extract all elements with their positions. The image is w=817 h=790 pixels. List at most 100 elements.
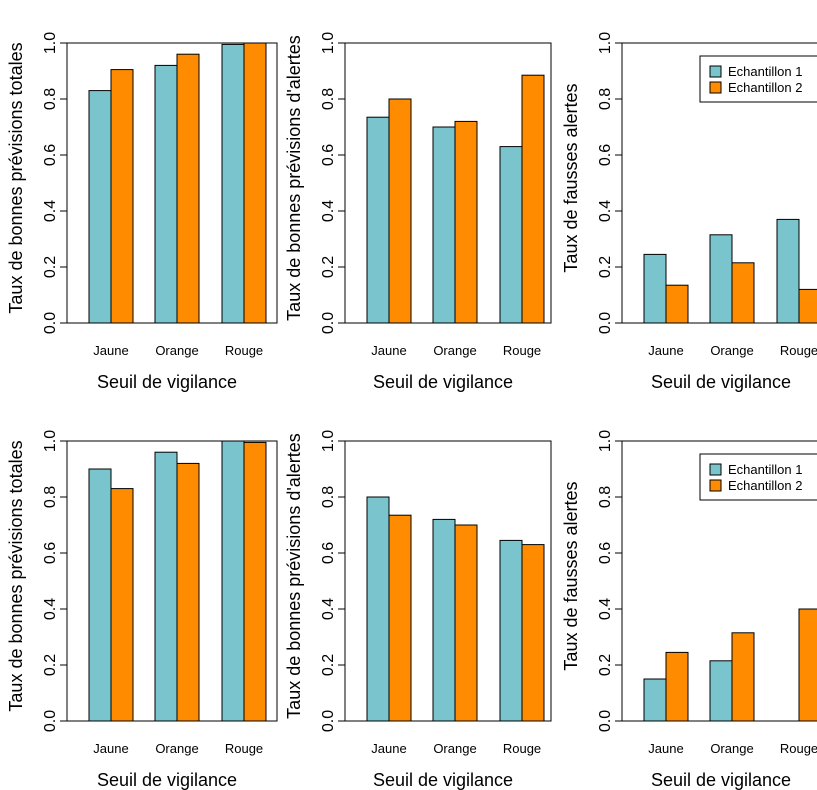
y-tick-label: 1.0 [597,32,614,54]
bar-jaune-series-2 [665,651,689,722]
x-tick-label: Rouge [503,741,541,756]
legend-swatch-2 [709,479,722,492]
y-tick-label: 0.8 [320,88,337,110]
x-tick-label: Jaune [93,741,128,756]
bar-rouge-series-1 [221,440,245,722]
plot-frame [344,440,552,722]
y-tick-label: 0.4 [597,598,614,620]
x-tick-label: Orange [710,343,753,358]
bar-orange-series-2 [731,262,755,324]
legend-swatch-1 [709,463,722,476]
y-tick-label: 0.4 [42,598,59,620]
bar-rouge-series-2 [521,544,545,722]
x-tick-label: Jaune [648,343,683,358]
bar-orange-series-1 [432,126,456,324]
legend-swatch-2 [709,81,722,94]
bar-orange-series-1 [432,518,456,722]
x-tick-label: Rouge [780,741,817,756]
y-tick-label: 1.0 [320,32,337,54]
bar-jaune-series-1 [643,253,667,324]
x-tick-label: Orange [155,741,198,756]
bar-jaune-series-2 [388,98,412,324]
y-tick-label: 0.6 [42,542,59,564]
bar-rouge-series-2 [243,42,267,324]
y-tick-label: 0.0 [597,710,614,732]
x-tick-label: Jaune [371,741,406,756]
y-tick-label: 0.2 [320,654,337,676]
y-tick-label: 1.0 [42,430,59,452]
bar-jaune-series-2 [665,284,689,324]
chart-panel-3: Jaune Orange Rouge 0.0 0.2 0.4 0.6 0.8 1.0 Seuil … [561,32,817,392]
x-tick-label: Jaune [371,343,406,358]
bar-rouge-series-1 [221,43,245,324]
y-tick-label: 0.4 [597,200,614,222]
bar-rouge-series-1 [499,146,523,324]
chart-panel-5: Jaune Orange Rouge 0.0 0.2 0.4 0.6 0.8 1.0 Seuil … [284,430,552,790]
y-tick-label: 0.6 [597,542,614,564]
bar-rouge-series-2 [243,441,267,722]
y-tick-label: 1.0 [320,430,337,452]
y-tick-label: 0.2 [597,654,614,676]
bar-jaune-series-1 [88,90,112,324]
bar-jaune-series-1 [88,468,112,722]
x-tick-label: Rouge [225,343,263,358]
y-tick-label: 0.4 [320,598,337,620]
y-tick-label: 0.6 [42,144,59,166]
x-tick-label: Orange [433,343,476,358]
y-tick-label: 0.8 [42,486,59,508]
y-tick-label: 0.8 [42,88,59,110]
y-tick-label: 0.4 [320,200,337,222]
x-tick-label: Orange [155,343,198,358]
y-tick-label: 0.2 [597,256,614,278]
x-tick-label: Orange [433,741,476,756]
y-tick-label: 0.0 [42,710,59,732]
plot-frame [66,440,278,722]
bar-orange-series-2 [454,524,478,722]
x-axis-title: Seuil de vigilance [373,372,513,392]
bar-orange-series-1 [154,64,178,324]
plot-frame [344,42,552,324]
y-tick-label: 0.0 [320,710,337,732]
y-tick-label: 0.0 [42,312,59,334]
x-tick-label: Rouge [780,343,817,358]
plot-frame [621,440,817,722]
bar-orange-series-2 [176,53,200,324]
y-tick-label: 1.0 [597,430,614,452]
x-tick-label: Jaune [648,741,683,756]
y-tick-label: 0.6 [320,144,337,166]
bar-rouge-series-2 [798,288,817,324]
legend-label-1: Echantillon 1 [728,64,802,79]
bar-jaune-series-2 [388,514,412,722]
x-tick-label: Jaune [93,343,128,358]
y-axis-title: Taux de bonnes prévisions totales [6,42,26,313]
y-tick-label: 0.8 [597,88,614,110]
plot-frame [621,42,817,324]
bar-jaune-series-1 [643,678,667,722]
bar-rouge-series-1 [776,218,800,324]
x-tick-label: Rouge [503,343,541,358]
x-tick-label: Orange [710,741,753,756]
y-tick-label: 0.8 [597,486,614,508]
y-tick-label: 0.6 [597,144,614,166]
x-axis-title: Seuil de vigilance [651,770,791,790]
chart-panel-4: Jaune Orange Rouge 0.0 0.2 0.4 0.6 0.8 1.0 Seuil … [6,430,278,790]
legend-box [699,453,817,501]
y-tick-label: 0.2 [320,256,337,278]
bar-orange-series-1 [709,234,733,324]
x-axis-title: Seuil de vigilance [373,770,513,790]
legend-box [699,55,817,103]
y-tick-label: 0.2 [42,654,59,676]
legend-label-2: Echantillon 2 [728,80,802,95]
x-axis-title: Seuil de vigilance [97,372,237,392]
bar-jaune-series-1 [366,496,390,722]
bar-jaune-series-2 [110,69,134,324]
y-tick-label: 0.2 [42,256,59,278]
bar-orange-series-2 [176,462,200,722]
plot-frame [66,42,278,324]
y-tick-label: 0.0 [320,312,337,334]
bar-orange-series-2 [731,632,755,722]
y-tick-label: 0.6 [320,542,337,564]
y-axis-title: Taux de fausses alertes [561,481,581,670]
